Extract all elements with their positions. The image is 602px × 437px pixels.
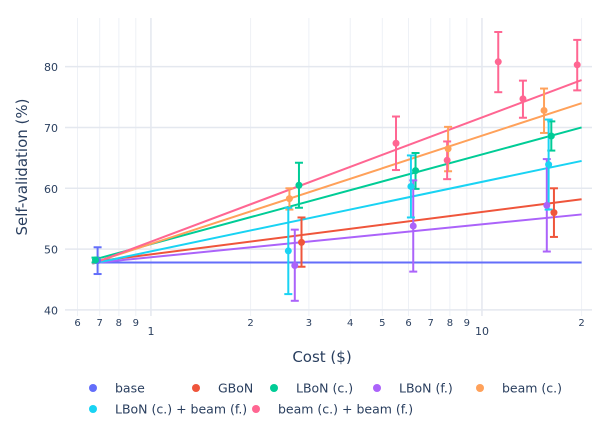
point-lbon-c <box>412 167 420 175</box>
point-lbon-f <box>409 222 417 230</box>
legend-marker-beam-c <box>476 384 484 392</box>
legend-marker-lbon-c-beam-f <box>89 405 97 413</box>
x-minor-tick-label: 9 <box>133 318 139 329</box>
point-beam-c-beam-f <box>573 61 581 69</box>
trend-line-gbon <box>92 198 582 263</box>
legend-marker-lbon-f <box>373 384 381 392</box>
point-lbon-f <box>291 262 299 270</box>
x-axis-title: Cost ($) <box>292 348 351 366</box>
legend-label-beam-c: beam (c.) <box>502 381 562 396</box>
legend-label-beam-c-beam-f: beam (c.) + beam (f.) <box>278 402 413 417</box>
legend-label-lbon-c-beam-f: LBoN (c.) + beam (f.) <box>115 402 247 417</box>
legend-marker-base <box>89 384 97 392</box>
point-beam-c <box>540 106 548 114</box>
point-lbon-c-beam-f <box>284 247 292 255</box>
legend-marker-beam-c-beam-f <box>252 405 260 413</box>
x-minor-tick-label: 2 <box>247 318 253 329</box>
x-minor-tick-label: 5 <box>379 318 385 329</box>
y-tick-label: 80 <box>44 61 58 74</box>
point-beam-c-beam-f <box>392 139 400 147</box>
x-minor-tick-label: 7 <box>427 318 433 329</box>
legend-marker-gbon <box>192 384 200 392</box>
x-minor-tick-label: 9 <box>464 318 470 329</box>
trend-line-lbon-c-beam-f <box>92 159 582 265</box>
x-major-tick-label: 10 <box>475 325 489 338</box>
plot-background <box>65 18 592 316</box>
x-minor-tick-label: 4 <box>347 318 353 329</box>
y-axis-title: Self-validation (%) <box>13 99 31 236</box>
data-points <box>92 58 581 270</box>
x-minor-tick-label: 8 <box>447 318 453 329</box>
point-beam-c-beam-f <box>443 156 451 164</box>
y-tick-label: 40 <box>44 304 58 317</box>
point-lbon-f <box>543 201 551 209</box>
trend-line-beam-c <box>91 102 582 265</box>
legend-label-lbon-c: LBoN (c.) <box>296 381 353 396</box>
point-lbon-c <box>295 181 303 189</box>
y-tick-label: 50 <box>44 244 58 257</box>
x-major-tick-label: 1 <box>147 325 154 338</box>
trend-lines <box>91 79 582 265</box>
point-lbon-c-beam-f <box>407 182 415 190</box>
trend-line-beam-c-beam-f <box>91 79 582 265</box>
x-minor-tick-label: 2 <box>578 318 584 329</box>
legend-marker-lbon-c <box>270 384 278 392</box>
legend: base GBoN LBoN (c.) LBoN (f.) beam (c.) LBoN … <box>89 381 562 417</box>
y-tick-label: 70 <box>44 122 58 135</box>
trend-line-lbon-c <box>92 126 582 262</box>
legend-label-base: base <box>115 381 145 396</box>
x-minor-tick-label: 7 <box>96 318 102 329</box>
point-lbon-c <box>547 132 555 140</box>
trend-line-lbon-f <box>92 213 582 265</box>
point-gbon <box>298 238 306 246</box>
point-beam-c <box>285 195 293 203</box>
x-minor-tick-label: 3 <box>306 318 312 329</box>
x-minor-tick-label: 6 <box>74 318 80 329</box>
x-minor-tick-label: 8 <box>116 318 122 329</box>
y-tick-label: 60 <box>44 183 58 196</box>
point-gbon <box>550 209 558 217</box>
point-beam-c-beam-f <box>519 95 527 103</box>
x-minor-tick-label: 6 <box>405 318 411 329</box>
point-lbon-c <box>92 256 100 264</box>
point-beam-c-beam-f <box>494 58 502 66</box>
grid-layer <box>65 18 592 316</box>
legend-label-lbon-f: LBoN (f.) <box>399 381 453 396</box>
point-lbon-c-beam-f <box>545 161 553 169</box>
point-beam-c <box>444 145 452 153</box>
legend-label-gbon: GBoN <box>218 381 253 396</box>
